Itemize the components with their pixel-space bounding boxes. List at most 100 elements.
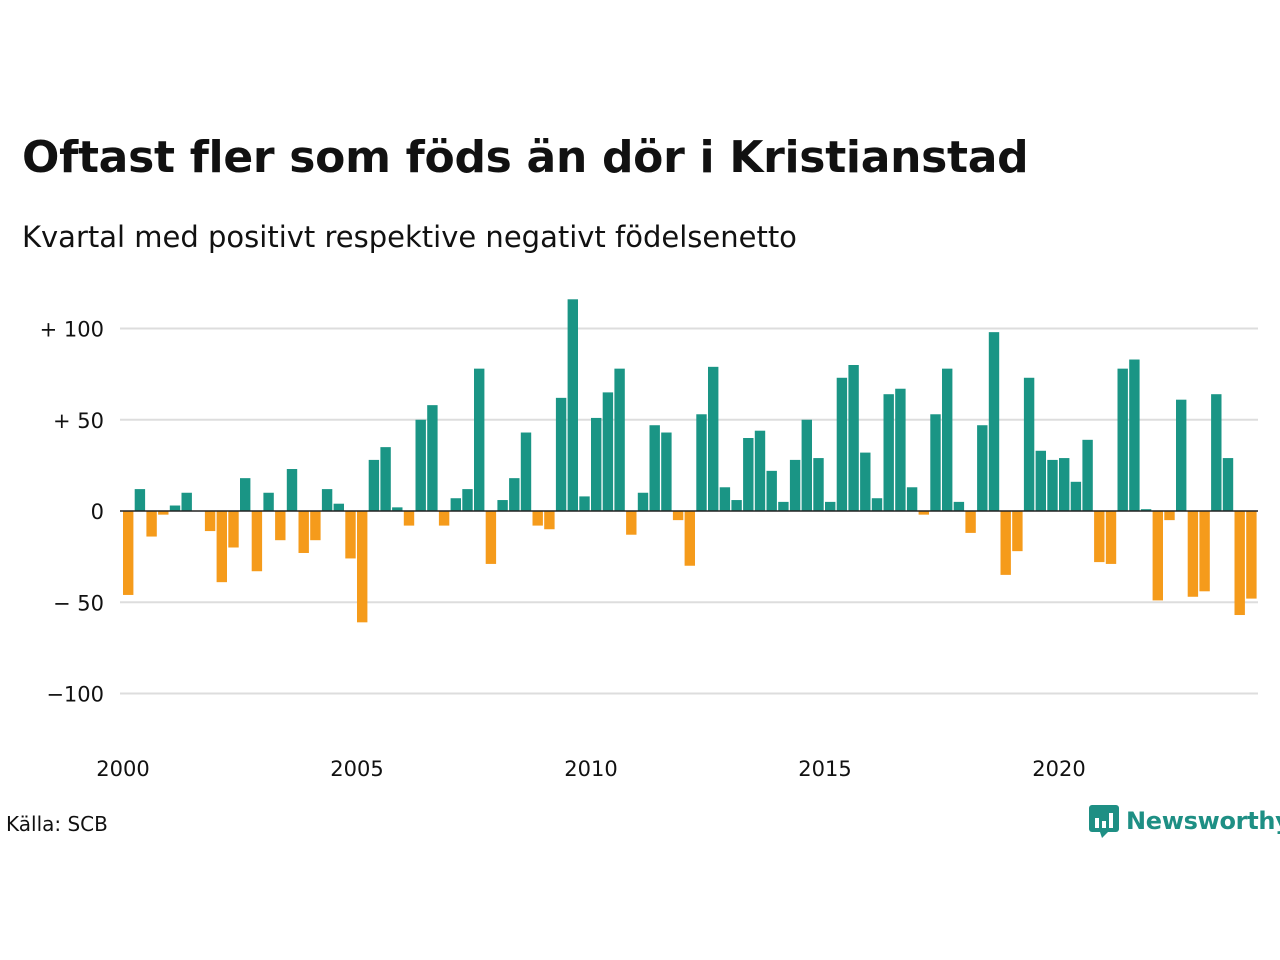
- bar: [591, 417, 602, 512]
- newsworthy-logo[interactable]: Newsworthy: [1088, 804, 1280, 838]
- bar: [731, 500, 742, 511]
- y-tick-label: − 50: [53, 591, 104, 615]
- bar: [462, 489, 473, 511]
- bar: [357, 511, 368, 623]
- bar: [286, 469, 298, 511]
- bar: [310, 511, 321, 541]
- logo-text: Newsworthy: [1126, 807, 1280, 835]
- bar: [1222, 458, 1234, 511]
- bar: [684, 511, 695, 566]
- bar: [1070, 481, 1082, 511]
- chart-title: Oftast fler som föds än dör i Kristianst…: [22, 132, 1029, 183]
- bar: [169, 505, 181, 511]
- bar: [403, 511, 415, 526]
- bar: [427, 405, 438, 511]
- grid-lines: [120, 327, 1258, 695]
- bar: [696, 414, 707, 511]
- x-tick-label: 2000: [96, 757, 149, 781]
- bar: [333, 503, 344, 511]
- bar: [637, 492, 649, 511]
- bar: [965, 511, 976, 533]
- bars: [123, 299, 1257, 623]
- x-tick-label: 2020: [1032, 757, 1085, 781]
- bar: [567, 299, 578, 511]
- bar: [778, 501, 789, 512]
- bar: [1199, 511, 1210, 592]
- bar: [661, 432, 672, 511]
- bar: [263, 492, 274, 511]
- bar: [602, 392, 614, 512]
- bar: [240, 478, 251, 511]
- bar: [321, 489, 333, 511]
- bar: [1094, 511, 1105, 563]
- bar: [485, 511, 497, 564]
- bar: [1140, 509, 1152, 511]
- y-tick-label: + 100: [40, 318, 104, 342]
- bar: [614, 368, 625, 511]
- bar: [1035, 450, 1046, 511]
- bar: [906, 487, 918, 511]
- bar: [275, 511, 286, 541]
- x-tick-label: 2010: [564, 757, 617, 781]
- bar: [953, 501, 965, 512]
- bar: [766, 470, 777, 511]
- bar: [1164, 511, 1175, 521]
- bar: [1176, 399, 1187, 512]
- bar: [181, 492, 192, 511]
- bar: [438, 511, 450, 526]
- bar: [848, 365, 859, 511]
- bar: [380, 447, 391, 512]
- bar: [158, 511, 169, 515]
- bar: [1023, 377, 1035, 511]
- bar: [626, 511, 637, 535]
- bar: [123, 511, 134, 595]
- bar: [1234, 511, 1245, 616]
- bar: [497, 500, 508, 511]
- x-tick-label: 2005: [330, 757, 383, 781]
- bar: [1211, 394, 1222, 511]
- bar: [977, 425, 988, 511]
- bar: [649, 425, 660, 511]
- bar: [474, 368, 485, 511]
- bar: [345, 511, 356, 559]
- bar: [988, 332, 1000, 511]
- bar: [204, 511, 216, 532]
- bar: [860, 452, 871, 511]
- bar: [415, 419, 426, 511]
- bar: [813, 458, 824, 511]
- bar: [825, 501, 836, 512]
- x-tick-label: 2015: [798, 757, 851, 781]
- bar: [509, 478, 520, 511]
- bar: [1000, 511, 1011, 575]
- bar: [251, 511, 263, 572]
- y-tick-label: 0: [91, 500, 104, 524]
- bar: [754, 430, 766, 511]
- y-tick-label: + 50: [53, 409, 104, 433]
- bar: [1012, 511, 1023, 552]
- bar: [743, 438, 754, 511]
- bar: [1047, 459, 1058, 511]
- bar: [1082, 439, 1093, 511]
- y-axis-labels: + 100 + 50 0 − 50 −100: [40, 318, 104, 707]
- bar: [1129, 359, 1140, 511]
- bar: [1059, 458, 1070, 511]
- bar: [801, 419, 812, 511]
- bar: [368, 459, 380, 511]
- bar: [1117, 368, 1128, 511]
- x-axis-labels: 2000 2005 2010 2015 2020: [96, 757, 1085, 781]
- bar: [1152, 511, 1163, 601]
- source-note: Källa: SCB: [6, 812, 108, 836]
- bar: [871, 498, 883, 512]
- bar: [672, 511, 684, 521]
- bar: [930, 414, 941, 511]
- bar: [146, 511, 157, 537]
- bar: [918, 511, 929, 515]
- bar: [942, 368, 953, 511]
- bar: [1187, 511, 1199, 597]
- bar: [883, 394, 894, 511]
- bar: [532, 511, 543, 526]
- bar: [1246, 511, 1257, 599]
- bar: [298, 511, 309, 553]
- bar: [579, 496, 590, 511]
- bar: [1105, 511, 1117, 564]
